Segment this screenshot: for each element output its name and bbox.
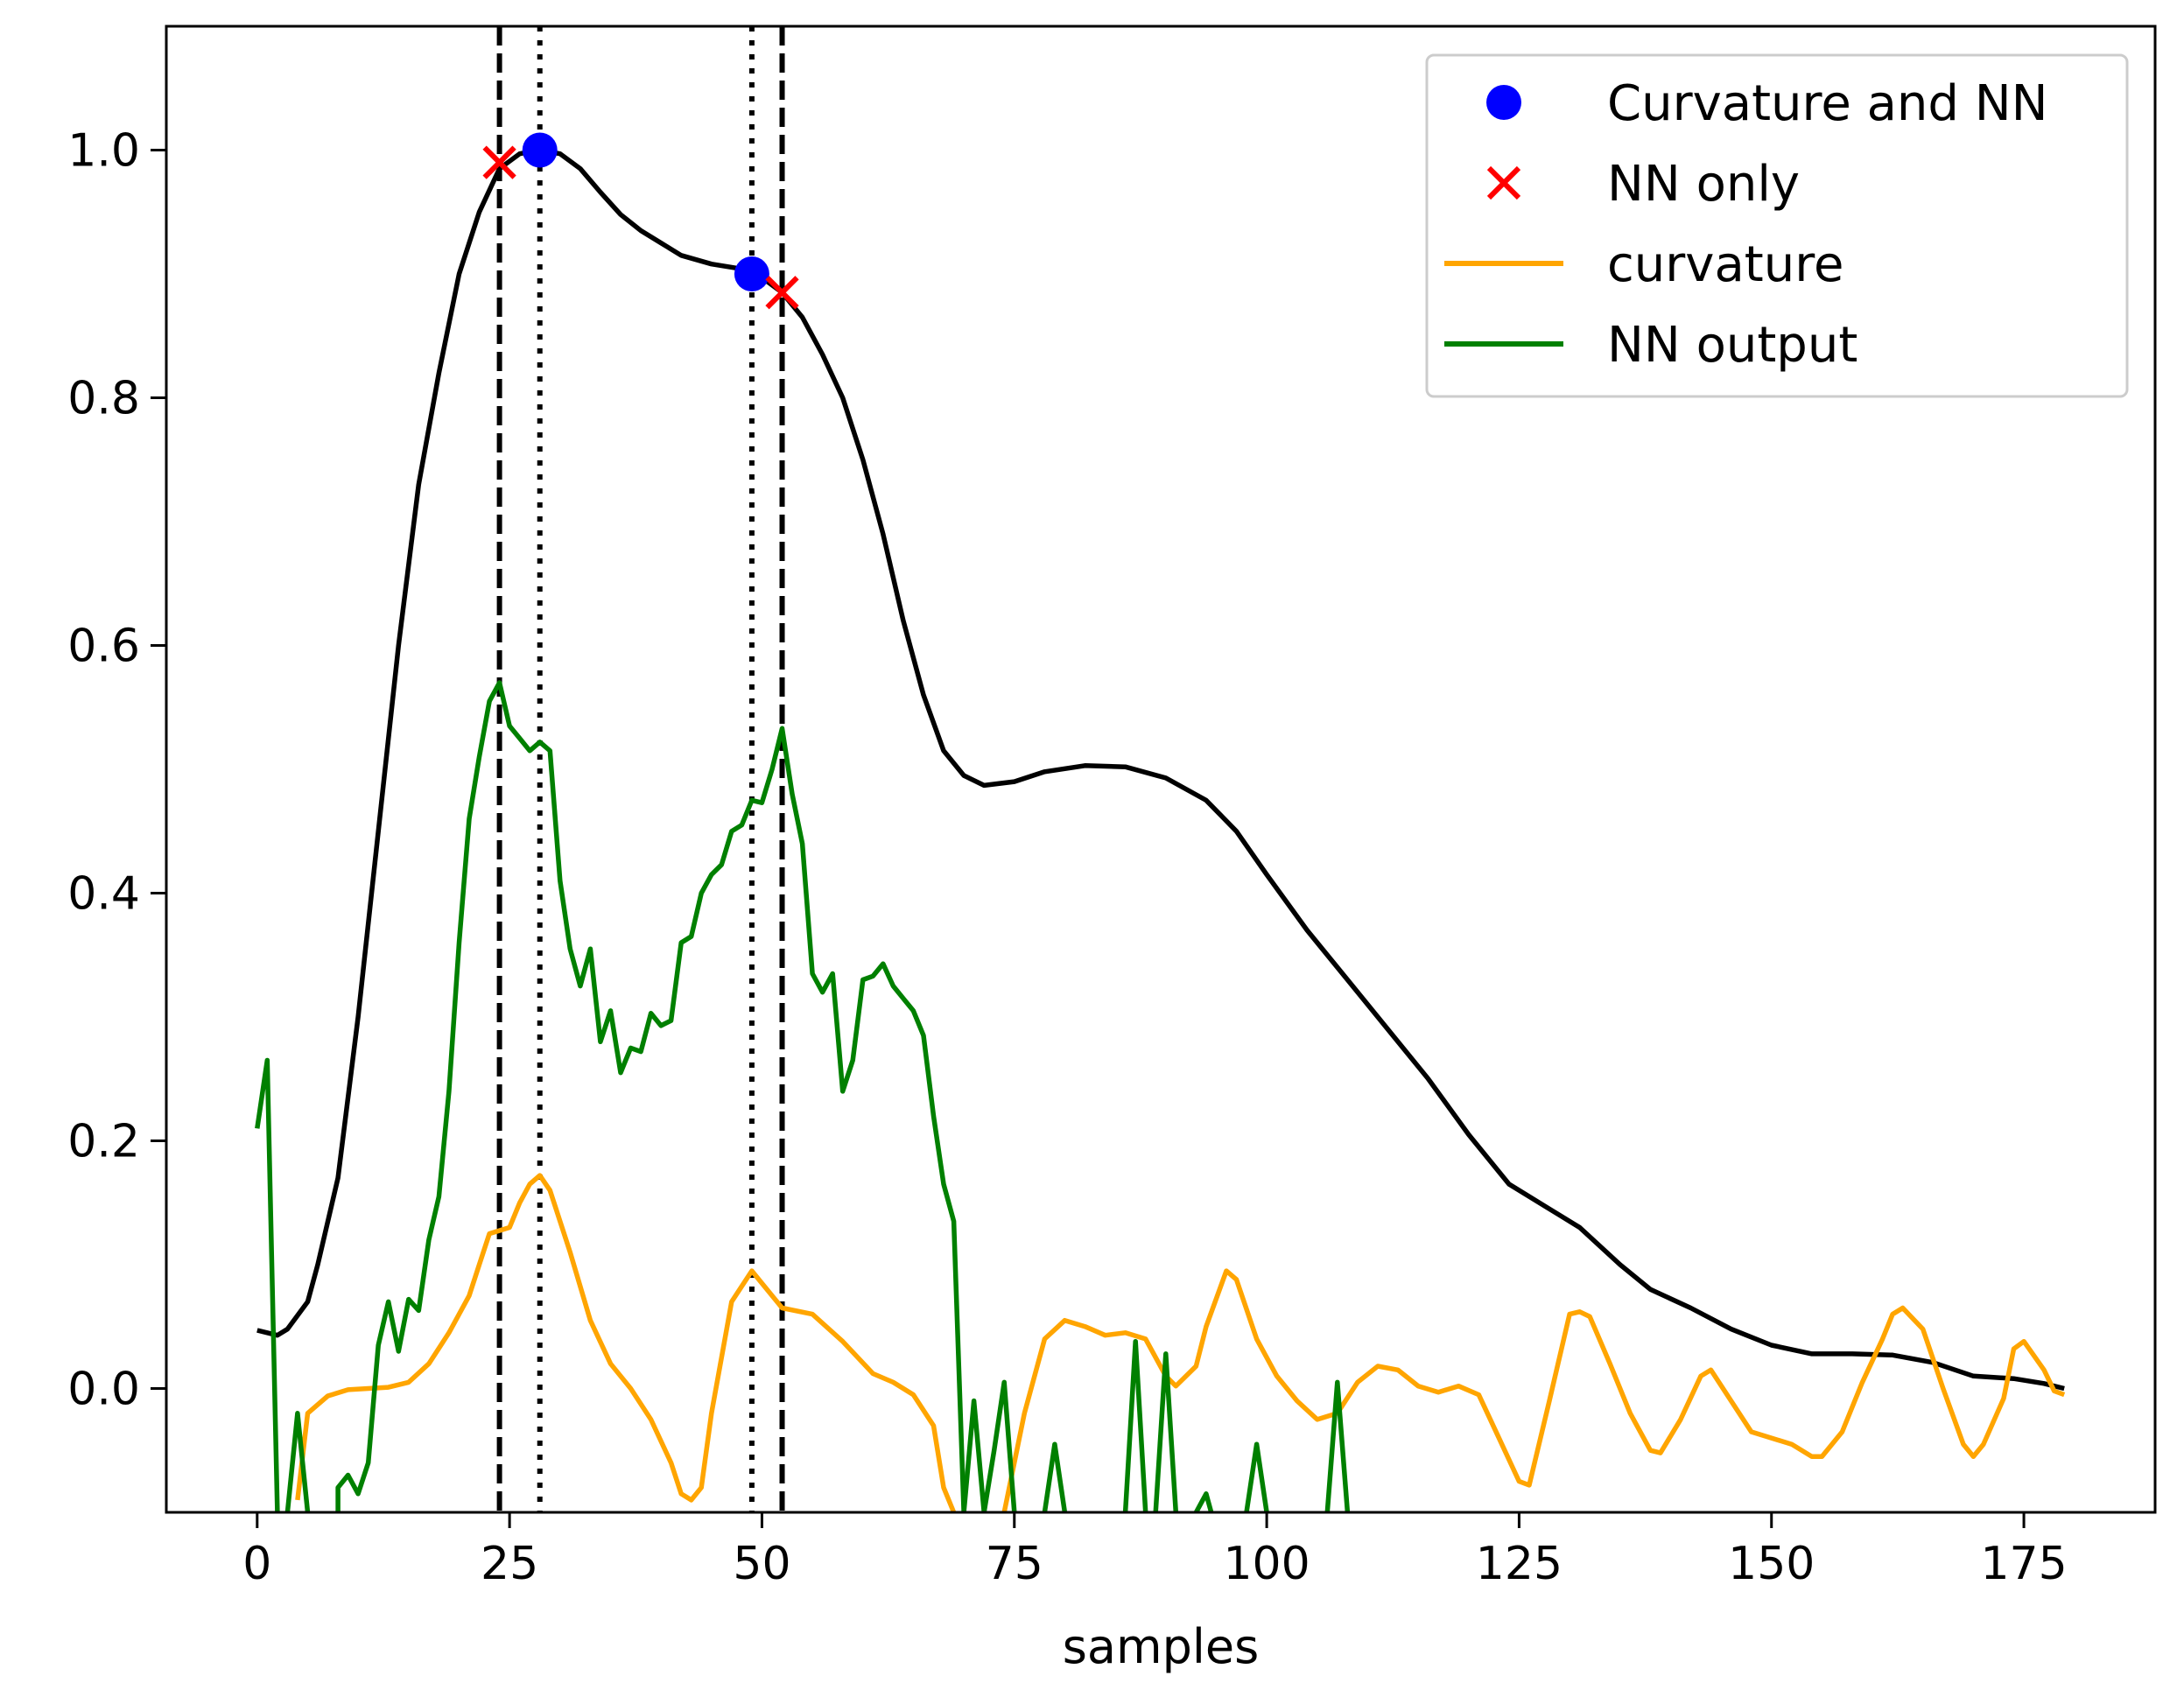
y-axis: 0.0 0.2 0.4 0.6 0.8 1.0 [67, 125, 166, 1416]
series-nn-output-line-5 [335, 680, 966, 1512]
series-nn-output-line-4 [284, 1411, 311, 1512]
series-nn-output-line-3 [255, 1057, 280, 1512]
plot-data [255, 26, 2066, 1512]
legend-curvature-label: curvature [1607, 236, 1843, 293]
curvature-and-nn-marker-0 [522, 132, 558, 168]
nn-only-marker-1 [765, 276, 799, 310]
x-axis: 0 25 50 75 100 125 150 175 [242, 1512, 2068, 1590]
plot-markers [482, 132, 799, 310]
x-tick-label: 150 [1728, 1538, 1815, 1590]
y-tick-label: 0.2 [67, 1116, 140, 1168]
series-nn-output-line-10 [1193, 1491, 1214, 1512]
plot-frame [165, 25, 2157, 1514]
series-nn-output-line-6 [961, 1379, 1017, 1512]
legend-curvature-and-nn-swatch [1486, 85, 1521, 120]
series-nn-output-line-8 [1122, 1338, 1148, 1512]
x-axis-label: samples [1063, 1619, 1259, 1674]
series-nn-output-line-9 [1153, 1351, 1179, 1512]
x-tick-label: 100 [1223, 1538, 1310, 1590]
legend: Curvature and NN NN only curvature NN outpu… [1425, 53, 2129, 398]
legend-box [1425, 53, 2129, 398]
legend-nn-only-swatch [1486, 165, 1521, 200]
series-nn-output-line-12 [1324, 1379, 1351, 1512]
series-signal-line-0 [256, 147, 2065, 1392]
y-tick-label: 0.0 [67, 1364, 140, 1416]
y-tick-label: 0.4 [67, 868, 140, 921]
legend-nn-output-label: NN output [1607, 317, 1857, 374]
y-tick-label: 0.6 [67, 621, 140, 673]
legend-nn-only-label: NN only [1607, 156, 1800, 213]
x-tick-label: 25 [481, 1538, 538, 1590]
y-tick-label: 0.8 [67, 373, 140, 425]
series-curvature-line-1 [295, 1173, 957, 1512]
x-tick-label: 175 [1980, 1538, 2067, 1590]
legend-curvature-and-nn-label: Curvature and NN [1607, 75, 2048, 132]
series-curvature-line-2 [1001, 1268, 2066, 1512]
x-tick-label: 75 [986, 1538, 1043, 1590]
x-tick-label: 0 [242, 1538, 271, 1590]
x-tick-label: 125 [1476, 1538, 1563, 1590]
nn-only-marker-0 [482, 145, 516, 179]
series-nn-output-line-7 [1042, 1441, 1068, 1512]
x-tick-label: 50 [733, 1538, 790, 1590]
y-tick-label: 1.0 [67, 125, 140, 178]
curvature-and-nn-marker-1 [734, 256, 769, 291]
series-nn-output-line-11 [1244, 1441, 1269, 1512]
